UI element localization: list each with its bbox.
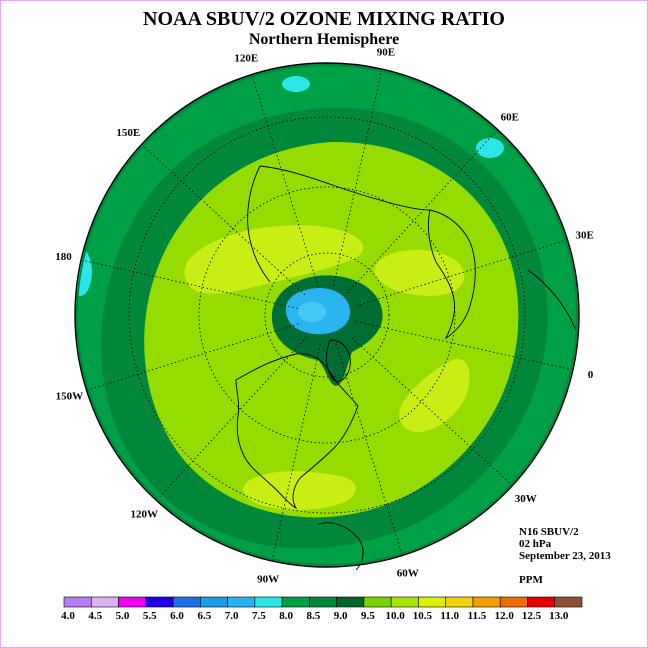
coastlines	[235, 165, 577, 571]
meridian-line	[335, 343, 403, 556]
coastline-asia	[247, 165, 431, 283]
colorbar-swatch	[472, 596, 501, 608]
colorbar-tick-label: 4.5	[88, 610, 102, 622]
colorbar-swatch	[499, 596, 528, 608]
meridian-line	[356, 321, 574, 371]
meridian-line	[333, 68, 383, 286]
meridian-line	[141, 144, 306, 295]
colorbar-tick-label: 10.5	[413, 610, 433, 622]
meridian-line	[355, 239, 568, 307]
band-edge-patch-d	[98, 442, 110, 462]
graticule	[80, 68, 574, 562]
pressure-level-label: 02 hPa	[519, 538, 552, 550]
info-block: N16 SBUV/2 02 hPa September 23, 2013	[519, 526, 611, 562]
colorbar-swatch	[90, 596, 119, 608]
colorbar-swatch	[390, 596, 419, 608]
colorbar-swatch	[145, 596, 174, 608]
colorbar-tick-label: 9.5	[361, 610, 375, 622]
lat-circle-60	[264, 252, 390, 378]
band-edge-patch-a	[282, 76, 310, 92]
colorbar-tick-label: 5.0	[116, 610, 130, 622]
meridian-line	[80, 259, 298, 309]
longitude-label: 90W	[257, 573, 279, 585]
longitude-label: 120E	[234, 52, 258, 64]
meridian-line	[347, 129, 498, 294]
colorbar-swatch	[200, 596, 228, 608]
longitude-label: 150W	[56, 391, 84, 403]
colorbar-tick-label: 7.0	[225, 610, 239, 622]
colorbar-swatch	[309, 596, 337, 608]
colorbar-tick-label: 11.5	[468, 610, 487, 622]
band-9-5-c	[399, 358, 470, 433]
colorbar-swatch	[554, 596, 583, 608]
colorbar-tick-label: 5.5	[143, 610, 157, 622]
meridian-line	[86, 323, 299, 391]
instrument-label: N16 SBUV/2	[519, 526, 579, 538]
figure-subtitle: Northern Hemisphere	[248, 31, 400, 48]
meridian-line	[251, 74, 319, 287]
colorbar-swatch	[172, 596, 201, 608]
longitude-label: 90E	[377, 47, 395, 59]
band-9-5-b	[374, 249, 465, 296]
longitude-label: 30E	[575, 229, 593, 241]
lat-circle-20	[128, 116, 526, 514]
band-9-5-d	[243, 471, 356, 510]
colorbar-tick-label: 11.0	[440, 610, 459, 622]
colorbar-tick-label: 13.0	[549, 610, 569, 622]
map-boundary-inner	[76, 64, 578, 566]
meridian-line	[348, 335, 513, 486]
longitude-label: 150E	[116, 127, 140, 139]
longitude-label: 60W	[397, 568, 419, 580]
colorbar-tick-label: 4.0	[61, 610, 75, 622]
colorbar-tick-label: 7.5	[252, 610, 266, 622]
units-label: PPM	[519, 574, 543, 586]
coastline-greenland	[326, 339, 351, 382]
band-polar-min-core	[298, 302, 326, 322]
colorbar-swatch	[418, 596, 446, 608]
lat-circle-40	[198, 186, 456, 444]
meridian-line	[271, 344, 321, 562]
colorbar-swatch	[254, 596, 283, 608]
map-boundary	[74, 62, 580, 568]
longitude-label: 180	[55, 251, 72, 263]
longitude-labels: 90E 60E 30E 0 30W 60W 90W 120W 150W 180 150E 120E	[55, 47, 594, 586]
date-label: September 23, 2013	[519, 550, 611, 562]
colorbar-tick-label: 8.0	[279, 610, 293, 622]
meridian-line	[156, 336, 307, 501]
ozone-field	[75, 63, 579, 567]
coastline-north-america	[235, 353, 359, 510]
longitude-label: 120W	[130, 509, 158, 521]
band-edge-patch-b	[476, 138, 504, 158]
colorbar-swatch	[445, 596, 474, 608]
colorbar-tick-label: 9.0	[334, 610, 348, 622]
band-9-5-a	[184, 225, 364, 294]
colorbar-swatch	[527, 596, 556, 608]
colorbar-swatch	[118, 596, 147, 608]
coastline-africa	[527, 269, 577, 331]
colorbar-tick-label: 6.5	[197, 610, 211, 622]
colorbar-swatch	[227, 596, 256, 608]
colorbar-tick-label: 8.5	[306, 610, 320, 622]
longitude-label: 60E	[501, 111, 519, 123]
colorbar-tick-label: 12.5	[522, 610, 542, 622]
coastline-europe	[427, 209, 476, 340]
colorbar-tick-label: 6.0	[170, 610, 184, 622]
colorbar-swatch	[336, 596, 365, 608]
longitude-label: 0	[588, 369, 594, 381]
longitude-label: 30W	[515, 493, 537, 505]
colorbar-swatch	[363, 596, 392, 608]
colorbar-swatch	[281, 596, 310, 608]
figure-title: NOAA SBUV/2 OZONE MIXING RATIO	[143, 8, 505, 30]
colorbar-swatch	[63, 596, 92, 608]
colorbar-tick-label: 10.0	[386, 610, 406, 622]
colorbar: 4.0 4.5 5.0 5.5 6.0 6.5 7.0 7.5 8.0 8.5 9.0 9.5 10.0…	[61, 596, 583, 622]
colorbar-tick-label: 12.0	[495, 610, 515, 622]
